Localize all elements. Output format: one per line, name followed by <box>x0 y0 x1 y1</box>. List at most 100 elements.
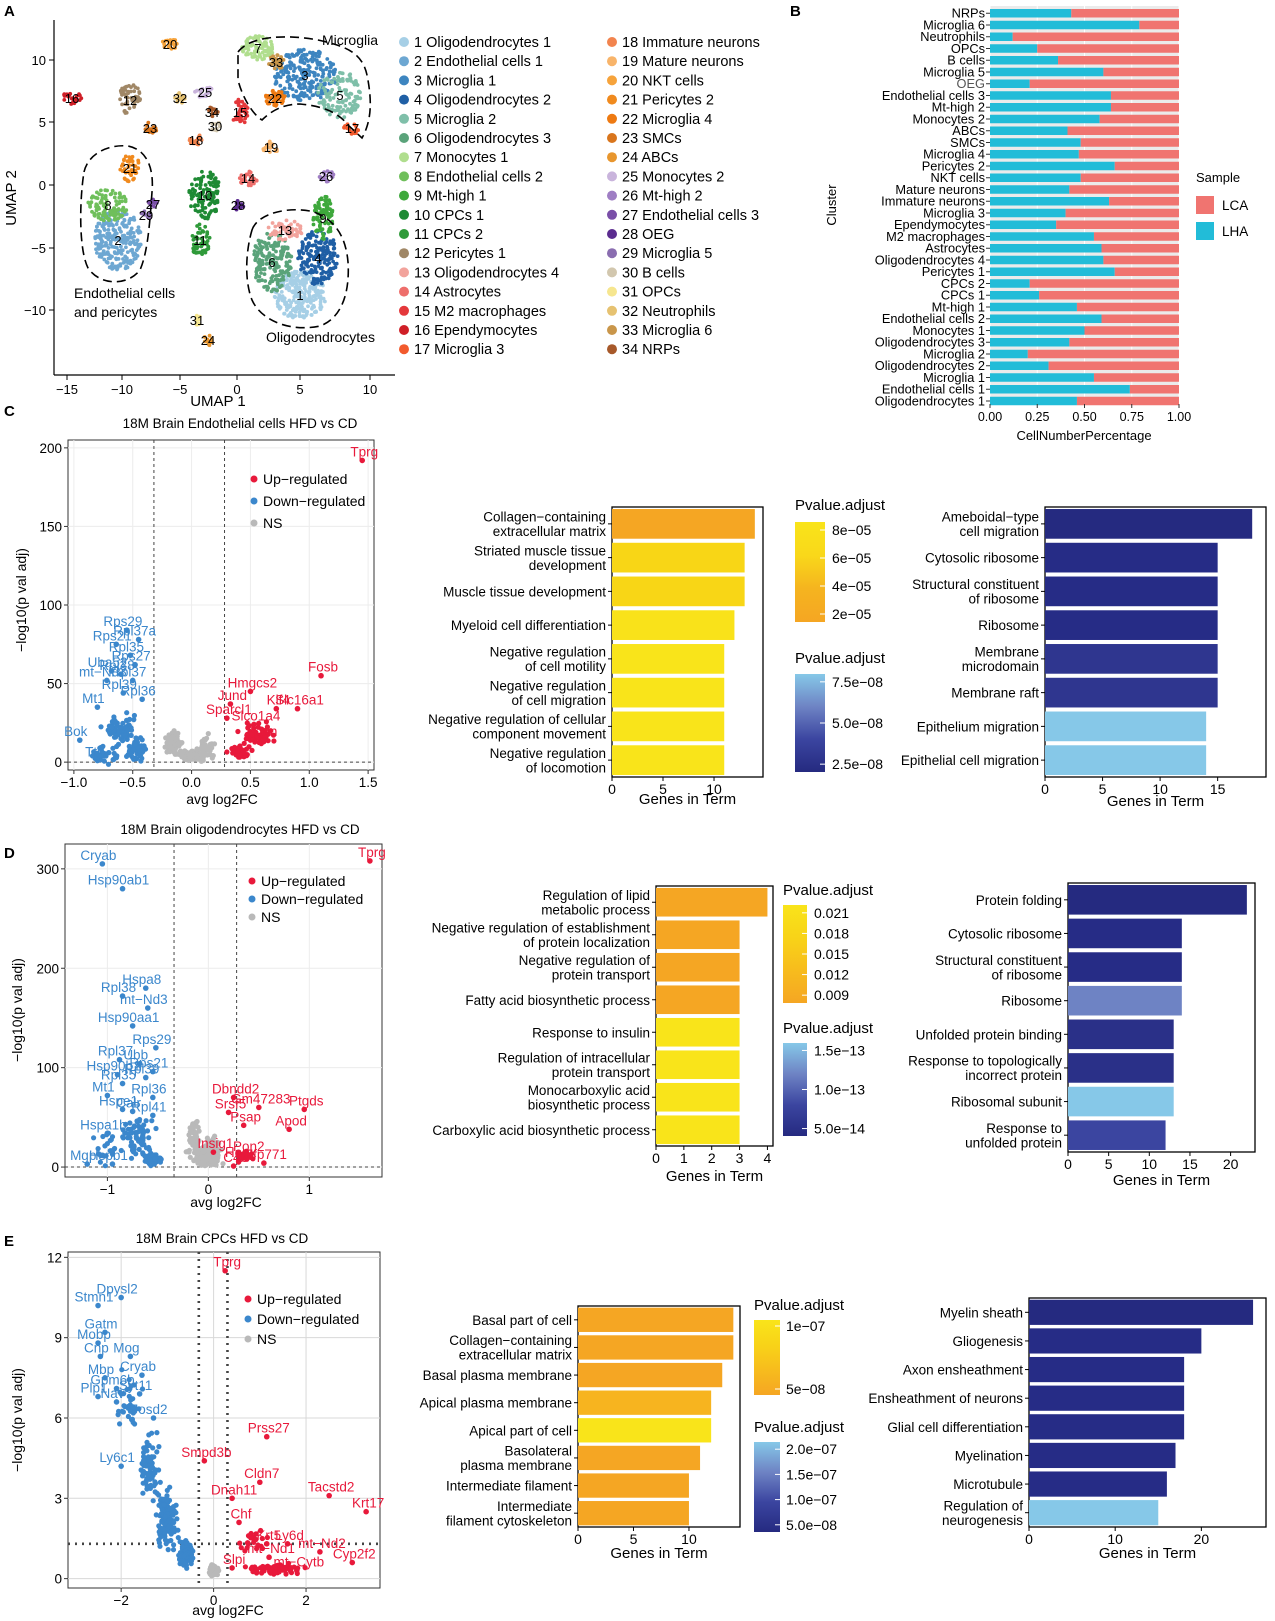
umap-cell <box>274 81 279 85</box>
volcano-point-down <box>167 1506 173 1512</box>
volcano-point-down <box>146 1432 152 1438</box>
stack-bar-lha <box>990 255 1104 265</box>
umap-cell <box>246 47 251 52</box>
go-bar <box>1045 576 1218 607</box>
umap-cell <box>323 299 327 304</box>
stack-bar-lca <box>1067 126 1179 135</box>
umap-cell <box>102 257 107 262</box>
go-bar <box>656 1050 740 1080</box>
umap-legend-label: 6 Oligodendrocytes 3 <box>414 131 551 147</box>
umap-cluster-6: 6 <box>252 231 294 294</box>
umap-cell <box>306 296 311 301</box>
stack-legend-title: Sample <box>1196 170 1240 185</box>
volcano-x-tick-label: −0.5 <box>119 775 146 790</box>
go-bar <box>656 920 740 950</box>
umap-cell <box>256 278 261 283</box>
go-bar <box>612 509 755 539</box>
umap-cell <box>104 214 109 219</box>
volcano-point-up <box>249 732 255 738</box>
go-term-label: cell migration <box>959 524 1039 539</box>
volcano-point-down <box>138 758 144 764</box>
umap-cell <box>124 245 128 250</box>
umap-cell <box>253 34 258 39</box>
umap-cell <box>198 209 203 214</box>
umap-cell <box>317 54 321 59</box>
umap-cluster-3: 3 <box>273 47 338 103</box>
umap-cell <box>94 247 98 252</box>
volcano-point-up <box>272 1569 278 1575</box>
umap-cell <box>327 261 332 265</box>
umap-cell <box>262 272 267 276</box>
umap-y-tick-label: 10 <box>32 53 46 68</box>
umap-legend-label: 32 Neutrophils <box>622 304 716 320</box>
umap-cell <box>279 55 283 60</box>
go-legend-colorbar <box>795 522 825 622</box>
umap-cell <box>104 241 108 245</box>
go-legend-tick-label: 2e−05 <box>832 606 872 622</box>
stack-bar-lha <box>990 361 1049 370</box>
umap-legend-swatch <box>399 248 409 259</box>
umap-x-tick-label: −15 <box>56 382 78 397</box>
go-legend-tick-label: 7.5e−08 <box>832 674 883 690</box>
umap-legend-item: 3 Microglia 1 <box>399 73 496 89</box>
umap-cell <box>311 215 316 220</box>
umap-cell <box>118 192 122 197</box>
umap-cell <box>302 94 306 99</box>
go-term-label: protein transport <box>552 1065 651 1080</box>
umap-cell <box>314 293 318 298</box>
umap-cell <box>288 83 293 88</box>
umap-cell <box>319 176 323 181</box>
umap-cell <box>215 198 220 203</box>
go-bar <box>1068 1086 1174 1117</box>
volcano-point-ns <box>189 753 195 759</box>
umap-cell <box>271 274 275 278</box>
umap-cell <box>253 244 258 248</box>
volcano-point-up <box>238 1545 244 1551</box>
volcano-gene-label: Zfp771 <box>245 1147 287 1162</box>
umap-cell <box>242 120 247 125</box>
volcano-y-tick-label: 200 <box>39 441 62 456</box>
umap-cell <box>255 57 260 62</box>
umap-legend-item: 21 Pericytes 2 <box>607 93 714 109</box>
umap-cell <box>302 307 307 312</box>
volcano-point-ns <box>196 1128 202 1134</box>
umap-cell <box>110 212 115 217</box>
volcano-y-tick-label: 12 <box>47 1250 62 1265</box>
go-term-label: Unfolded protein binding <box>916 1027 1062 1042</box>
volcano-point-down <box>103 753 109 759</box>
umap-cell <box>298 86 303 91</box>
umap-cell <box>290 77 295 82</box>
volcano-legend-swatch <box>244 1315 252 1323</box>
umap-cell <box>90 209 94 214</box>
go-term-label: plasma membrane <box>460 1458 572 1473</box>
go-term-label: biosynthetic process <box>528 1098 651 1113</box>
umap-legend-label: 28 OEG <box>622 227 674 243</box>
go-term-label: Ribosome <box>978 618 1039 633</box>
stack-bar-lha <box>990 138 1081 147</box>
volcano-point-ns <box>177 748 184 754</box>
volcano-point-down <box>170 1528 176 1534</box>
volcano-point-down <box>136 1138 142 1144</box>
umap-cell <box>274 230 279 235</box>
umap-cell <box>351 80 356 85</box>
volcano-point-down <box>140 1470 146 1476</box>
umap-cell <box>318 258 323 262</box>
umap-cell <box>137 242 142 247</box>
go-term-label: Protein folding <box>976 893 1062 908</box>
umap-cell <box>326 103 330 107</box>
volcano-point-down <box>171 1542 177 1548</box>
umap-legend-label: 23 SMCs <box>622 131 682 147</box>
volcano-point-down <box>98 724 104 730</box>
stack-bar-lha <box>990 302 1077 312</box>
umap-cell <box>248 35 253 40</box>
go-term-label: of cell motility <box>525 659 606 674</box>
umap-cell <box>279 94 284 98</box>
stack-bar-lca <box>1139 20 1179 30</box>
stack-bar-lca <box>1084 326 1179 335</box>
umap-cell <box>292 219 297 224</box>
umap-cluster-5: 5 <box>316 70 363 120</box>
volcano-gene-label: Tacstd2 <box>308 1480 355 1495</box>
umap-cell <box>311 50 315 55</box>
umap-cell <box>310 306 314 311</box>
